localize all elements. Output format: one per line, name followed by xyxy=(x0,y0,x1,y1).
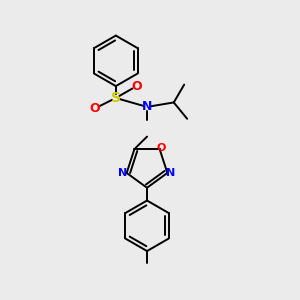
Text: O: O xyxy=(90,102,100,115)
Text: N: N xyxy=(166,168,176,178)
Text: N: N xyxy=(142,100,152,113)
Text: O: O xyxy=(156,142,166,152)
Text: S: S xyxy=(111,91,121,105)
Text: N: N xyxy=(118,168,128,178)
Text: O: O xyxy=(131,80,142,93)
